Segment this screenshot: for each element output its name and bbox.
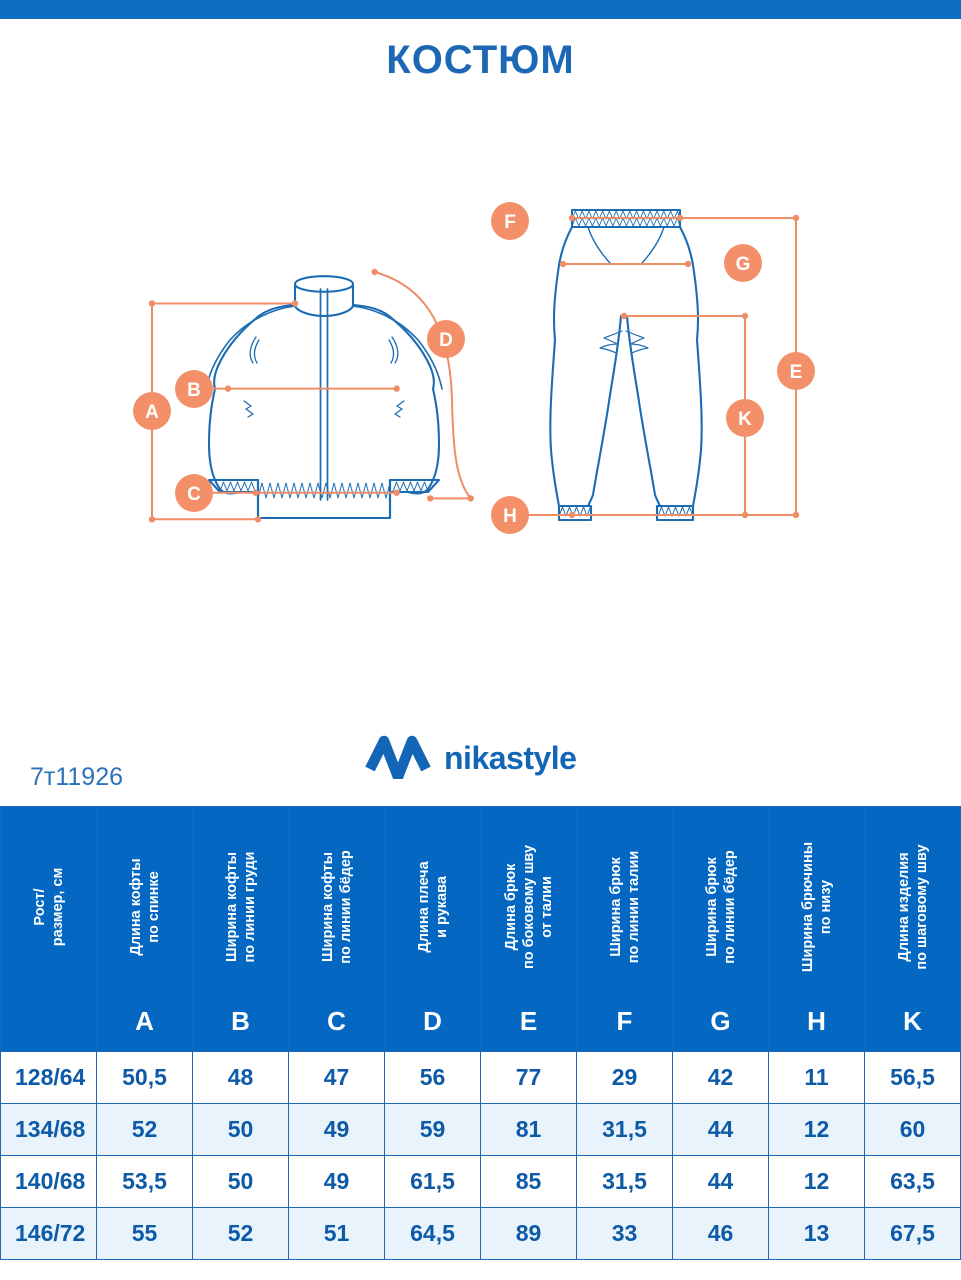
svg-text:F: F [504,212,516,233]
svg-text:C: C [187,484,201,505]
svg-text:K: K [738,409,752,430]
svg-text:A: A [145,402,159,423]
svg-text:B: B [187,380,201,401]
svg-text:D: D [439,330,453,351]
svg-text:nikastyle: nikastyle [444,740,576,776]
svg-text:G: G [736,254,751,275]
svg-text:H: H [503,506,517,527]
svg-text:E: E [790,362,803,383]
